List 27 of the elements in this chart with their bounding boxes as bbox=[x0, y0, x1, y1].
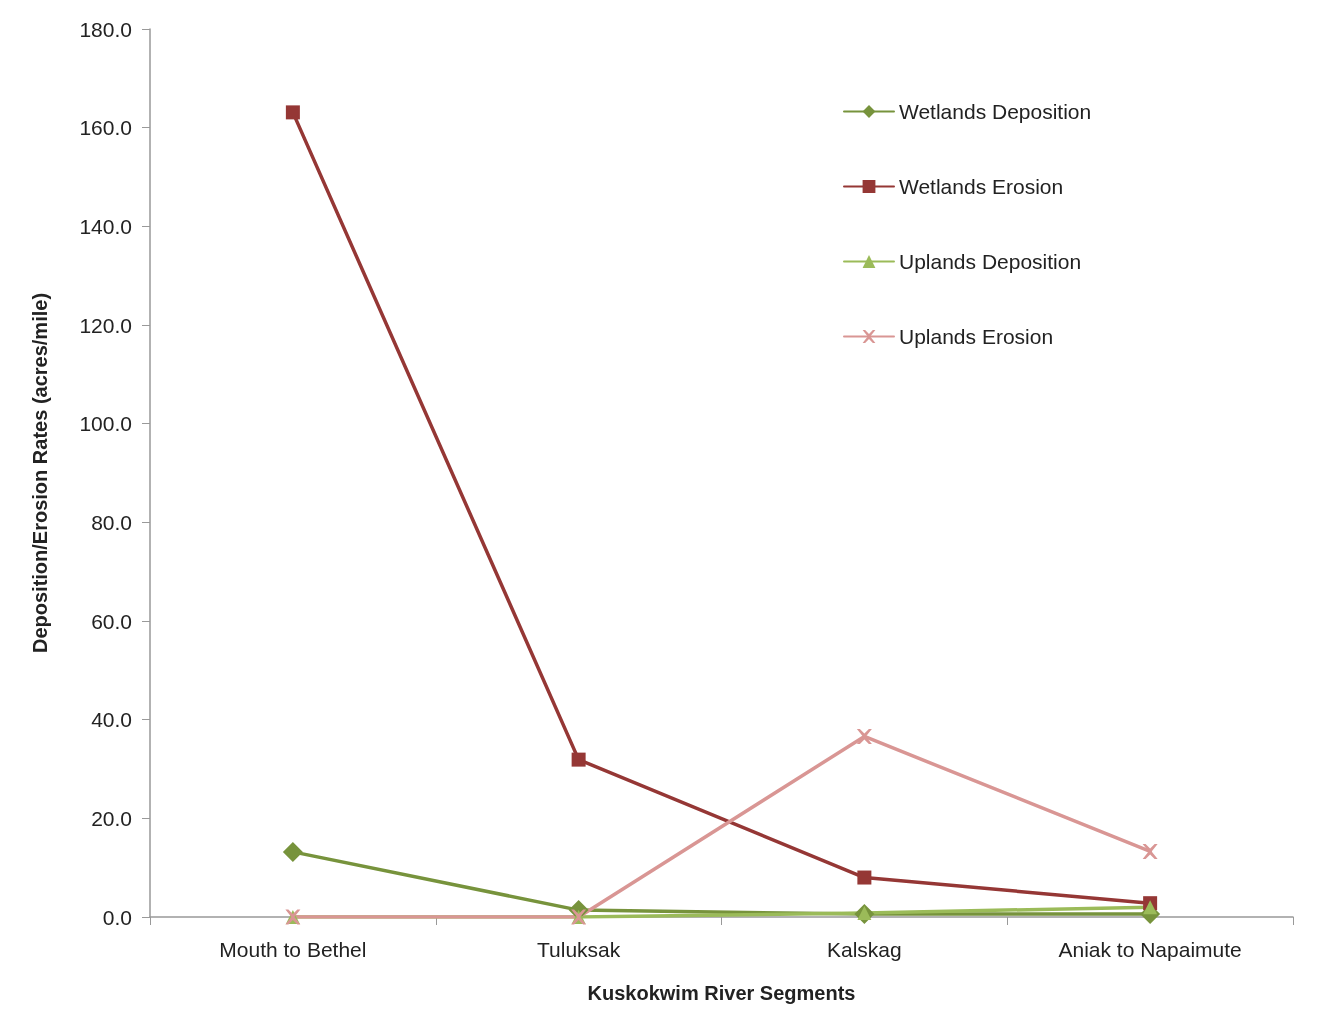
y-tick-label: 20.0 bbox=[91, 806, 132, 830]
point bbox=[1143, 900, 1158, 915]
y-axis-title: Deposition/Erosion Rates (acres/mile) bbox=[29, 292, 51, 654]
y-tick-label: 160.0 bbox=[79, 116, 132, 140]
legend-label: Uplands Deposition bbox=[899, 250, 1082, 273]
point bbox=[1142, 843, 1158, 859]
legend-label: Uplands Erosion bbox=[899, 325, 1054, 348]
x-axis-title: Kuskokwim River Segments bbox=[587, 982, 856, 1004]
point bbox=[285, 105, 300, 120]
point bbox=[571, 752, 586, 767]
x-tick-label: Tuluksak bbox=[536, 938, 621, 961]
legend-label: Wetlands Erosion bbox=[899, 175, 1064, 198]
point bbox=[857, 870, 872, 885]
y-tick-label: 120.0 bbox=[79, 313, 132, 337]
y-tick-label: 180.0 bbox=[79, 17, 132, 41]
point bbox=[282, 841, 303, 862]
x-tick-label: Mouth to Bethel bbox=[219, 938, 367, 961]
point bbox=[856, 728, 872, 744]
x-tick-label: Kalskag bbox=[827, 938, 902, 961]
legend-label: Wetlands Deposition bbox=[899, 100, 1092, 123]
y-tick-label: 100.0 bbox=[79, 412, 132, 436]
y-tick-label: 80.0 bbox=[91, 510, 132, 534]
y-tick-label: 40.0 bbox=[91, 708, 132, 732]
y-tick-label: 140.0 bbox=[79, 214, 132, 238]
x-tick-label: Aniak to Napaimute bbox=[1058, 938, 1242, 961]
y-tick-label: 60.0 bbox=[91, 609, 132, 633]
y-tick-label: 0.0 bbox=[102, 905, 132, 929]
